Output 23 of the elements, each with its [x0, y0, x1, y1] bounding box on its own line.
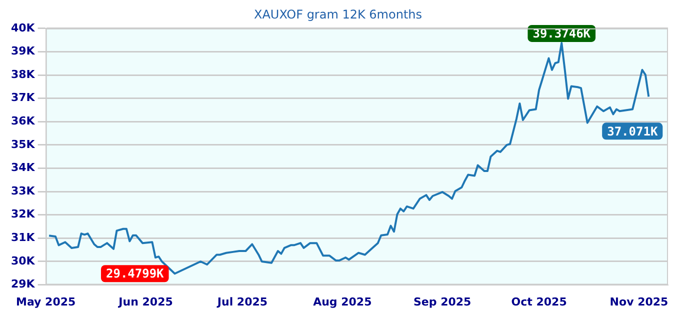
- y-tick-label: 34K: [10, 161, 36, 174]
- annotation: 29.4799K: [106, 266, 165, 281]
- y-tick-label: 36K: [10, 114, 36, 128]
- x-tick-label: Jun 2025: [118, 295, 173, 308]
- y-tick-label: 31K: [10, 231, 36, 244]
- y-tick-label: 29K: [10, 278, 36, 291]
- y-tick-label: 32K: [10, 208, 36, 221]
- y-tick-label: 37K: [10, 91, 36, 104]
- x-tick-label: Nov 2025: [610, 295, 668, 308]
- y-tick-label: 39K: [10, 44, 36, 58]
- x-tick-label: Sep 2025: [413, 295, 472, 308]
- y-tick-label: 30K: [10, 254, 36, 268]
- y-tick-label: 35K: [10, 138, 36, 151]
- x-tick-label: May 2025: [16, 295, 76, 308]
- x-tick-label: Aug 2025: [313, 295, 372, 308]
- y-tick-label: 33K: [10, 184, 36, 198]
- y-tick-label: 40K: [10, 21, 36, 34]
- chart-title: XAUXOF gram 12K 6months: [254, 7, 422, 22]
- x-tick-label: Jul 2025: [216, 295, 268, 308]
- y-tick-label: 38K: [10, 68, 36, 81]
- annotation: 39.3746K: [532, 26, 592, 41]
- x-tick-label: Oct 2025: [511, 295, 567, 308]
- annotation: 37.071K: [607, 124, 658, 138]
